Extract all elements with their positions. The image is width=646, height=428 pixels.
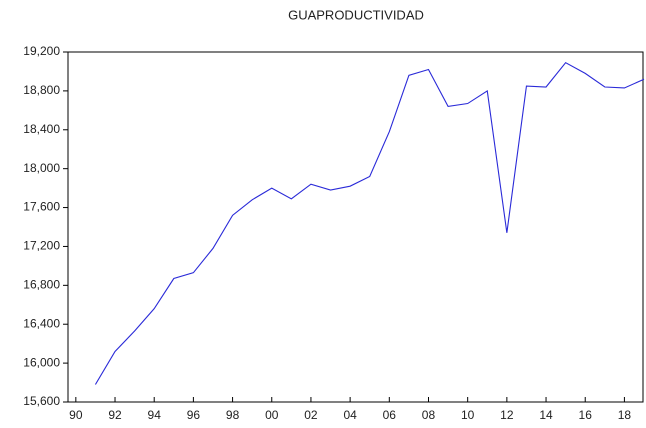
y-tick-label: 15,600 xyxy=(23,394,60,408)
y-tick-label: 16,000 xyxy=(23,355,60,369)
x-tick-label: 98 xyxy=(226,408,240,422)
y-tick-label: 18,400 xyxy=(23,122,60,136)
y-tick-label: 17,200 xyxy=(23,239,60,253)
x-tick-label: 10 xyxy=(461,408,475,422)
y-tick-label: 17,600 xyxy=(23,200,60,214)
y-tick-label: 18,800 xyxy=(23,83,60,97)
x-tick-label: 04 xyxy=(343,408,357,422)
x-tick-label: 02 xyxy=(304,408,318,422)
x-tick-label: 00 xyxy=(265,408,279,422)
plot-frame xyxy=(67,51,644,403)
x-tick-label: 96 xyxy=(187,408,201,422)
y-tick-label: 18,000 xyxy=(23,161,60,175)
data-line xyxy=(94,61,645,385)
x-tick-label: 18 xyxy=(618,408,632,422)
x-tick-label: 92 xyxy=(108,408,122,422)
y-tick-label: 16,400 xyxy=(23,316,60,330)
x-tick-label: 90 xyxy=(69,408,83,422)
chart-title: GUAPRODUCTIVIDAD xyxy=(288,7,424,22)
x-tick-label: 06 xyxy=(383,408,397,422)
y-tick-label: 19,200 xyxy=(23,44,60,58)
x-tick-label: 14 xyxy=(539,408,553,422)
x-tick-label: 08 xyxy=(422,408,436,422)
y-tick-label: 16,800 xyxy=(23,278,60,292)
x-tick-label: 16 xyxy=(579,408,593,422)
x-tick-label: 12 xyxy=(500,408,514,422)
x-tick-label: 94 xyxy=(148,408,162,422)
